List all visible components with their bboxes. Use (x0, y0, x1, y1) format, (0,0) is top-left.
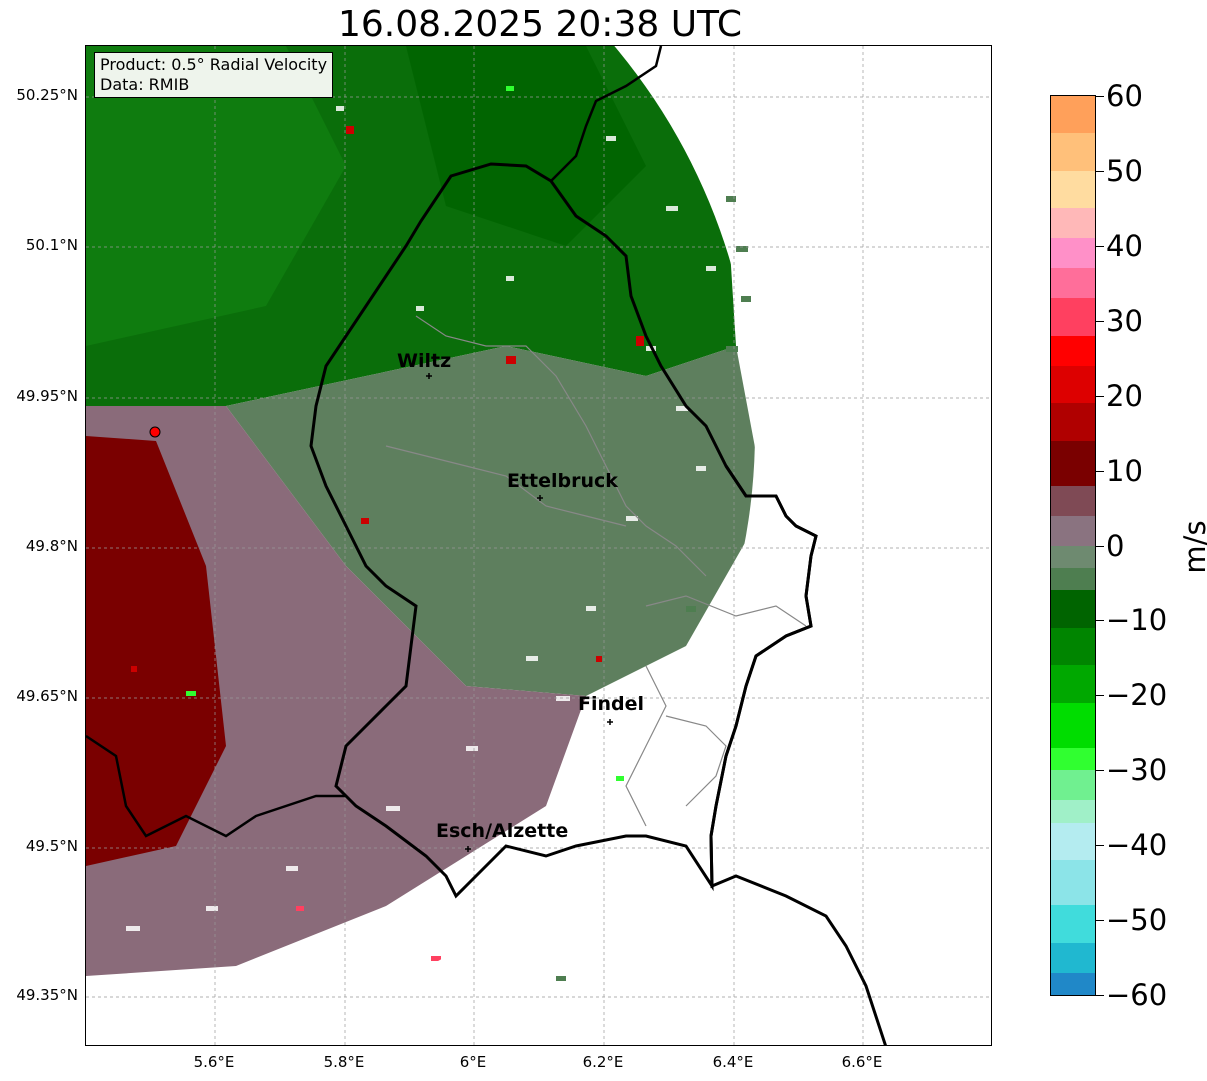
strong-outbound-zone (86, 436, 226, 866)
border-north (550, 46, 663, 182)
lat-tick-label: 49.65°N (16, 687, 78, 705)
colorbar-unit-label: m/s (1178, 520, 1207, 574)
colorbar-tick-label: 20 (1106, 378, 1143, 413)
colorbar-tick (1096, 470, 1104, 472)
colorbar-segment (1051, 545, 1095, 569)
lat-tick-label: 50.25°N (16, 86, 78, 104)
colorbar-segment (1051, 268, 1095, 299)
lon-tick-label: 6.4°E (712, 1053, 754, 1071)
data-source-label: Data: RMIB (100, 75, 190, 94)
colorbar-segment (1051, 96, 1095, 134)
colorbar-segment (1051, 770, 1095, 801)
colorbar-segment (1051, 485, 1095, 517)
colorbar-tick-label: 30 (1106, 303, 1143, 338)
city-label-wiltz: Wiltz (397, 350, 452, 372)
lon-tick-label: 6.6°E (841, 1053, 883, 1071)
colorbar-tick-label: −30 (1106, 753, 1168, 788)
colorbar-segment (1051, 133, 1095, 172)
map-title: 16.08.2025 20:38 UTC (337, 4, 743, 45)
colorbar-tick-label: 40 (1106, 228, 1143, 263)
colorbar-segment (1051, 590, 1095, 629)
colorbar-tick-label: 10 (1106, 453, 1143, 488)
colorbar-segment (1051, 208, 1095, 239)
city-markers (426, 373, 613, 852)
radar-map[interactable] (85, 45, 992, 1046)
colorbar-tick (1096, 920, 1104, 922)
colorbar-segment (1051, 515, 1095, 546)
colorbar-tick-label: −60 (1106, 978, 1168, 1012)
product-label: Product: 0.5° Radial Velocity (100, 55, 328, 74)
colorbar-tick-label: 50 (1106, 153, 1143, 188)
lat-tick-label: 49.95°N (16, 387, 78, 405)
colorbar (1050, 95, 1096, 996)
velocity-field (86, 46, 755, 1032)
colorbar-segment (1051, 665, 1095, 704)
colorbar-tick (1096, 695, 1104, 697)
colorbar-tick (1096, 545, 1104, 547)
lat-tick-label: 50.1°N (25, 236, 78, 254)
canton-borders (385, 315, 807, 827)
colorbar-segment (1051, 972, 1095, 995)
outer-echoes (556, 196, 751, 981)
radar-site-marker (149, 426, 161, 438)
lon-tick-label: 6.2°E (582, 1053, 624, 1071)
neutral-zone (226, 346, 755, 696)
colorbar-tick (1096, 620, 1104, 622)
lat-tick-label: 49.5°N (25, 837, 78, 855)
colorbar-segment (1051, 942, 1095, 973)
colorbar-tick-label: 60 (1106, 79, 1143, 113)
colorbar-tick-label: −10 (1106, 603, 1168, 638)
lat-tick-label: 49.35°N (16, 986, 78, 1004)
colorbar-segment (1051, 860, 1095, 906)
colorbar-segment (1051, 567, 1095, 591)
colorbar-tick (1096, 170, 1104, 172)
colorbar-tick (1096, 845, 1104, 847)
lon-tick-label: 5.8°E (323, 1053, 365, 1071)
colorbar-tick-label: −20 (1106, 678, 1168, 713)
colorbar-segment (1051, 335, 1095, 367)
outbound-zone (86, 406, 586, 976)
colorbar-segment (1051, 238, 1095, 269)
product-infobox: Product: 0.5° Radial Velocity Data: RMIB (94, 52, 334, 98)
city-label-esch: Esch/Alzette (436, 820, 569, 842)
colorbar-tick (1096, 770, 1104, 772)
colorbar-tick (1096, 995, 1104, 996)
colorbar-segment (1051, 747, 1095, 771)
border-east (709, 465, 887, 1045)
lat-tick-label: 49.8°N (25, 537, 78, 555)
city-label-ettelbruck: Ettelbruck (507, 470, 618, 492)
colorbar-tick-label: −40 (1106, 828, 1168, 863)
colorbar-tick (1096, 96, 1104, 97)
colorbar-segment (1051, 298, 1095, 337)
colorbar-segment (1051, 627, 1095, 666)
radar-map-svg (86, 46, 991, 1045)
colorbar-tick-label: 0 (1106, 528, 1125, 563)
lon-tick-label: 6°E (459, 1053, 487, 1071)
border-west (86, 734, 346, 838)
colorbar-segment (1051, 822, 1095, 861)
lon-tick-label: 5.6°E (193, 1053, 235, 1071)
colorbar-segment (1051, 170, 1095, 209)
colorbar-segment (1051, 440, 1095, 487)
colorbar-segment (1051, 905, 1095, 944)
colorbar-segment (1051, 403, 1095, 442)
city-label-findel: Findel (578, 693, 645, 715)
colorbar-segment (1051, 702, 1095, 749)
colorbar-tick (1096, 320, 1104, 322)
colorbar-segment (1051, 800, 1095, 824)
luxembourg-border (309, 162, 818, 899)
colorbar-tick-label: −50 (1106, 903, 1168, 938)
colorbar-segment (1051, 365, 1095, 404)
colorbar-tick (1096, 245, 1104, 247)
colorbar-tick (1096, 395, 1104, 397)
